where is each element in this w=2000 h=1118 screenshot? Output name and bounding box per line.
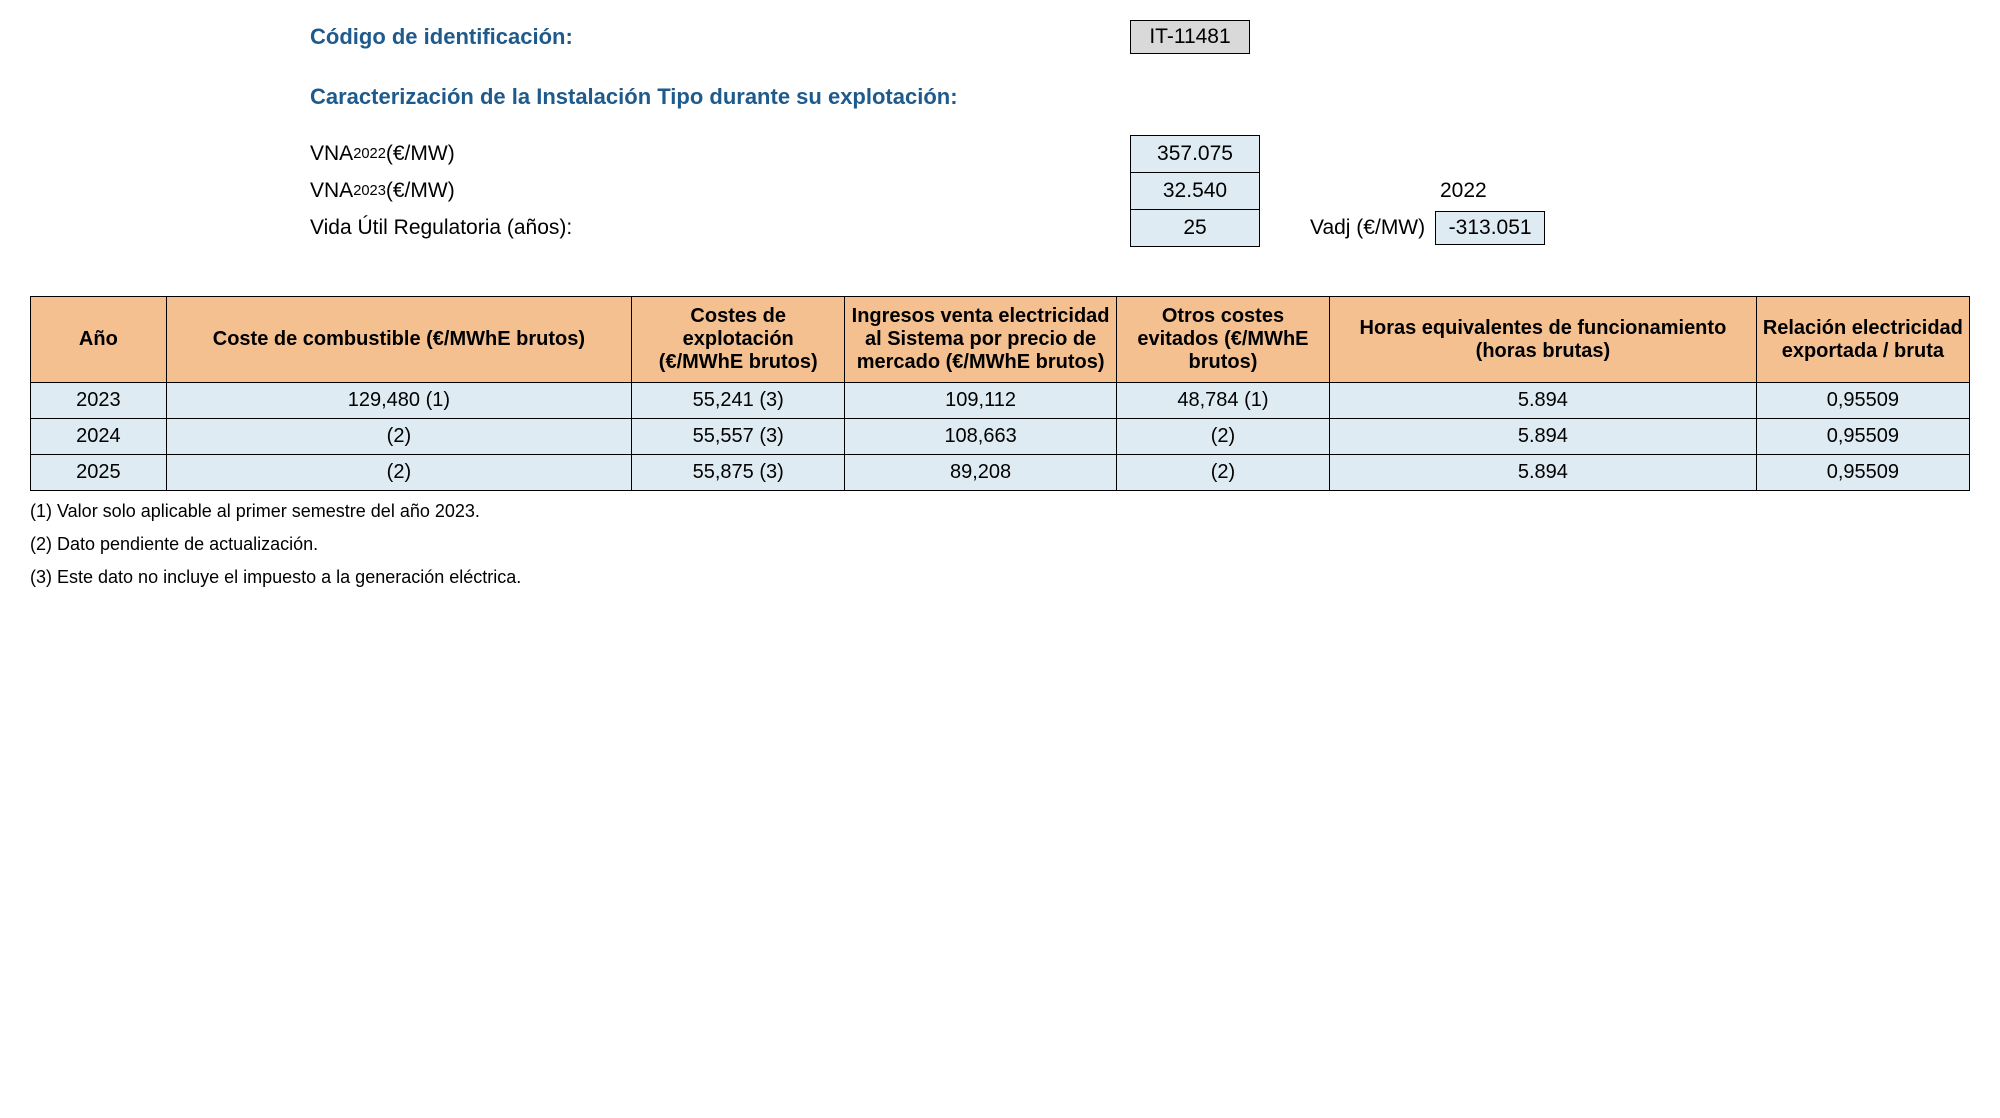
- cell-income: 108,663: [845, 419, 1116, 455]
- th-ratio: Relación electricidad exportada / bruta: [1756, 297, 1969, 383]
- footnotes: (1) Valor solo aplicable al primer semes…: [30, 501, 1970, 588]
- vida-label: Vida Útil Regulatoria (años):: [310, 209, 1130, 247]
- id-label: Código de identificación:: [310, 24, 1130, 50]
- cell-ratio: 0,95509: [1756, 419, 1969, 455]
- th-avoided: Otros costes evitados (€/MWhE brutos): [1116, 297, 1329, 383]
- vida-row: Vida Útil Regulatoria (años): 25 Vadj (€…: [310, 209, 1970, 247]
- vna2023-suffix: (€/MW): [386, 179, 455, 203]
- vadj-block: Vadj (€/MW) -313.051: [1310, 209, 1545, 247]
- table-row: 2025 (2) 55,875 (3) 89,208 (2) 5.894 0,9…: [31, 455, 1970, 491]
- cell-ratio: 0,95509: [1756, 383, 1969, 419]
- table-row: 2023 129,480 (1) 55,241 (3) 109,112 48,7…: [31, 383, 1970, 419]
- vna2023-value: 32.540: [1130, 172, 1260, 210]
- cell-hours: 5.894: [1330, 455, 1757, 491]
- vna2023-prefix: VNA: [310, 179, 353, 203]
- cell-opex: 55,557 (3): [632, 419, 845, 455]
- note-3: (3) Este dato no incluye el impuesto a l…: [30, 567, 1970, 588]
- vna2022-label: VNA2022 (€/MW): [310, 135, 1130, 173]
- header-row: Año Coste de combustible (€/MWhE brutos)…: [31, 297, 1970, 383]
- vna2022-value: 357.075: [1130, 135, 1260, 173]
- cell-hours: 5.894: [1330, 419, 1757, 455]
- cell-avoided: (2): [1116, 419, 1329, 455]
- cell-avoided: (2): [1116, 455, 1329, 491]
- cell-year: 2025: [31, 455, 167, 491]
- cell-fuel: (2): [166, 455, 631, 491]
- vna2022-prefix: VNA: [310, 142, 353, 166]
- vadj-label: Vadj (€/MW): [1310, 216, 1425, 240]
- cell-opex: 55,241 (3): [632, 383, 845, 419]
- data-table: Año Coste de combustible (€/MWhE brutos)…: [30, 296, 1970, 491]
- cell-year: 2023: [31, 383, 167, 419]
- th-hours: Horas equivalentes de funcionamiento (ho…: [1330, 297, 1757, 383]
- vna2023-label: VNA2023 (€/MW): [310, 172, 1130, 210]
- vna2023-sub: 2023: [353, 183, 386, 199]
- vadj-value: -313.051: [1435, 211, 1545, 245]
- table-row: 2024 (2) 55,557 (3) 108,663 (2) 5.894 0,…: [31, 419, 1970, 455]
- cell-opex: 55,875 (3): [632, 455, 845, 491]
- cell-income: 109,112: [845, 383, 1116, 419]
- table-body: 2023 129,480 (1) 55,241 (3) 109,112 48,7…: [31, 383, 1970, 491]
- vna2022-sub: 2022: [353, 146, 386, 162]
- note-2: (2) Dato pendiente de actualización.: [30, 534, 1970, 555]
- vna2023-row: VNA2023 (€/MW) 32.540 2022: [310, 172, 1970, 210]
- note-1: (1) Valor solo aplicable al primer semes…: [30, 501, 1970, 522]
- cell-fuel: (2): [166, 419, 631, 455]
- header-block: Código de identificación: IT-11481 Carac…: [310, 20, 1970, 247]
- th-opex: Costes de explotación (€/MWhE brutos): [632, 297, 845, 383]
- vna2022-suffix: (€/MW): [386, 142, 455, 166]
- id-row: Código de identificación: IT-11481: [310, 20, 1970, 54]
- vida-value: 25: [1130, 209, 1260, 247]
- section-title: Caracterización de la Instalación Tipo d…: [310, 84, 1970, 110]
- cell-income: 89,208: [845, 455, 1116, 491]
- th-fuel: Coste de combustible (€/MWhE brutos): [166, 297, 631, 383]
- th-income: Ingresos venta electricidad al Sistema p…: [845, 297, 1116, 383]
- cell-hours: 5.894: [1330, 383, 1757, 419]
- cell-ratio: 0,95509: [1756, 455, 1969, 491]
- table-head: Año Coste de combustible (€/MWhE brutos)…: [31, 297, 1970, 383]
- id-value-box: IT-11481: [1130, 20, 1250, 54]
- vna2022-row: VNA2022 (€/MW) 357.075: [310, 135, 1970, 173]
- cell-avoided: 48,784 (1): [1116, 383, 1329, 419]
- cell-fuel: 129,480 (1): [166, 383, 631, 419]
- cell-year: 2024: [31, 419, 167, 455]
- vna2023-side-year: 2022: [1440, 172, 1487, 210]
- side-year-text: 2022: [1440, 179, 1487, 203]
- th-year: Año: [31, 297, 167, 383]
